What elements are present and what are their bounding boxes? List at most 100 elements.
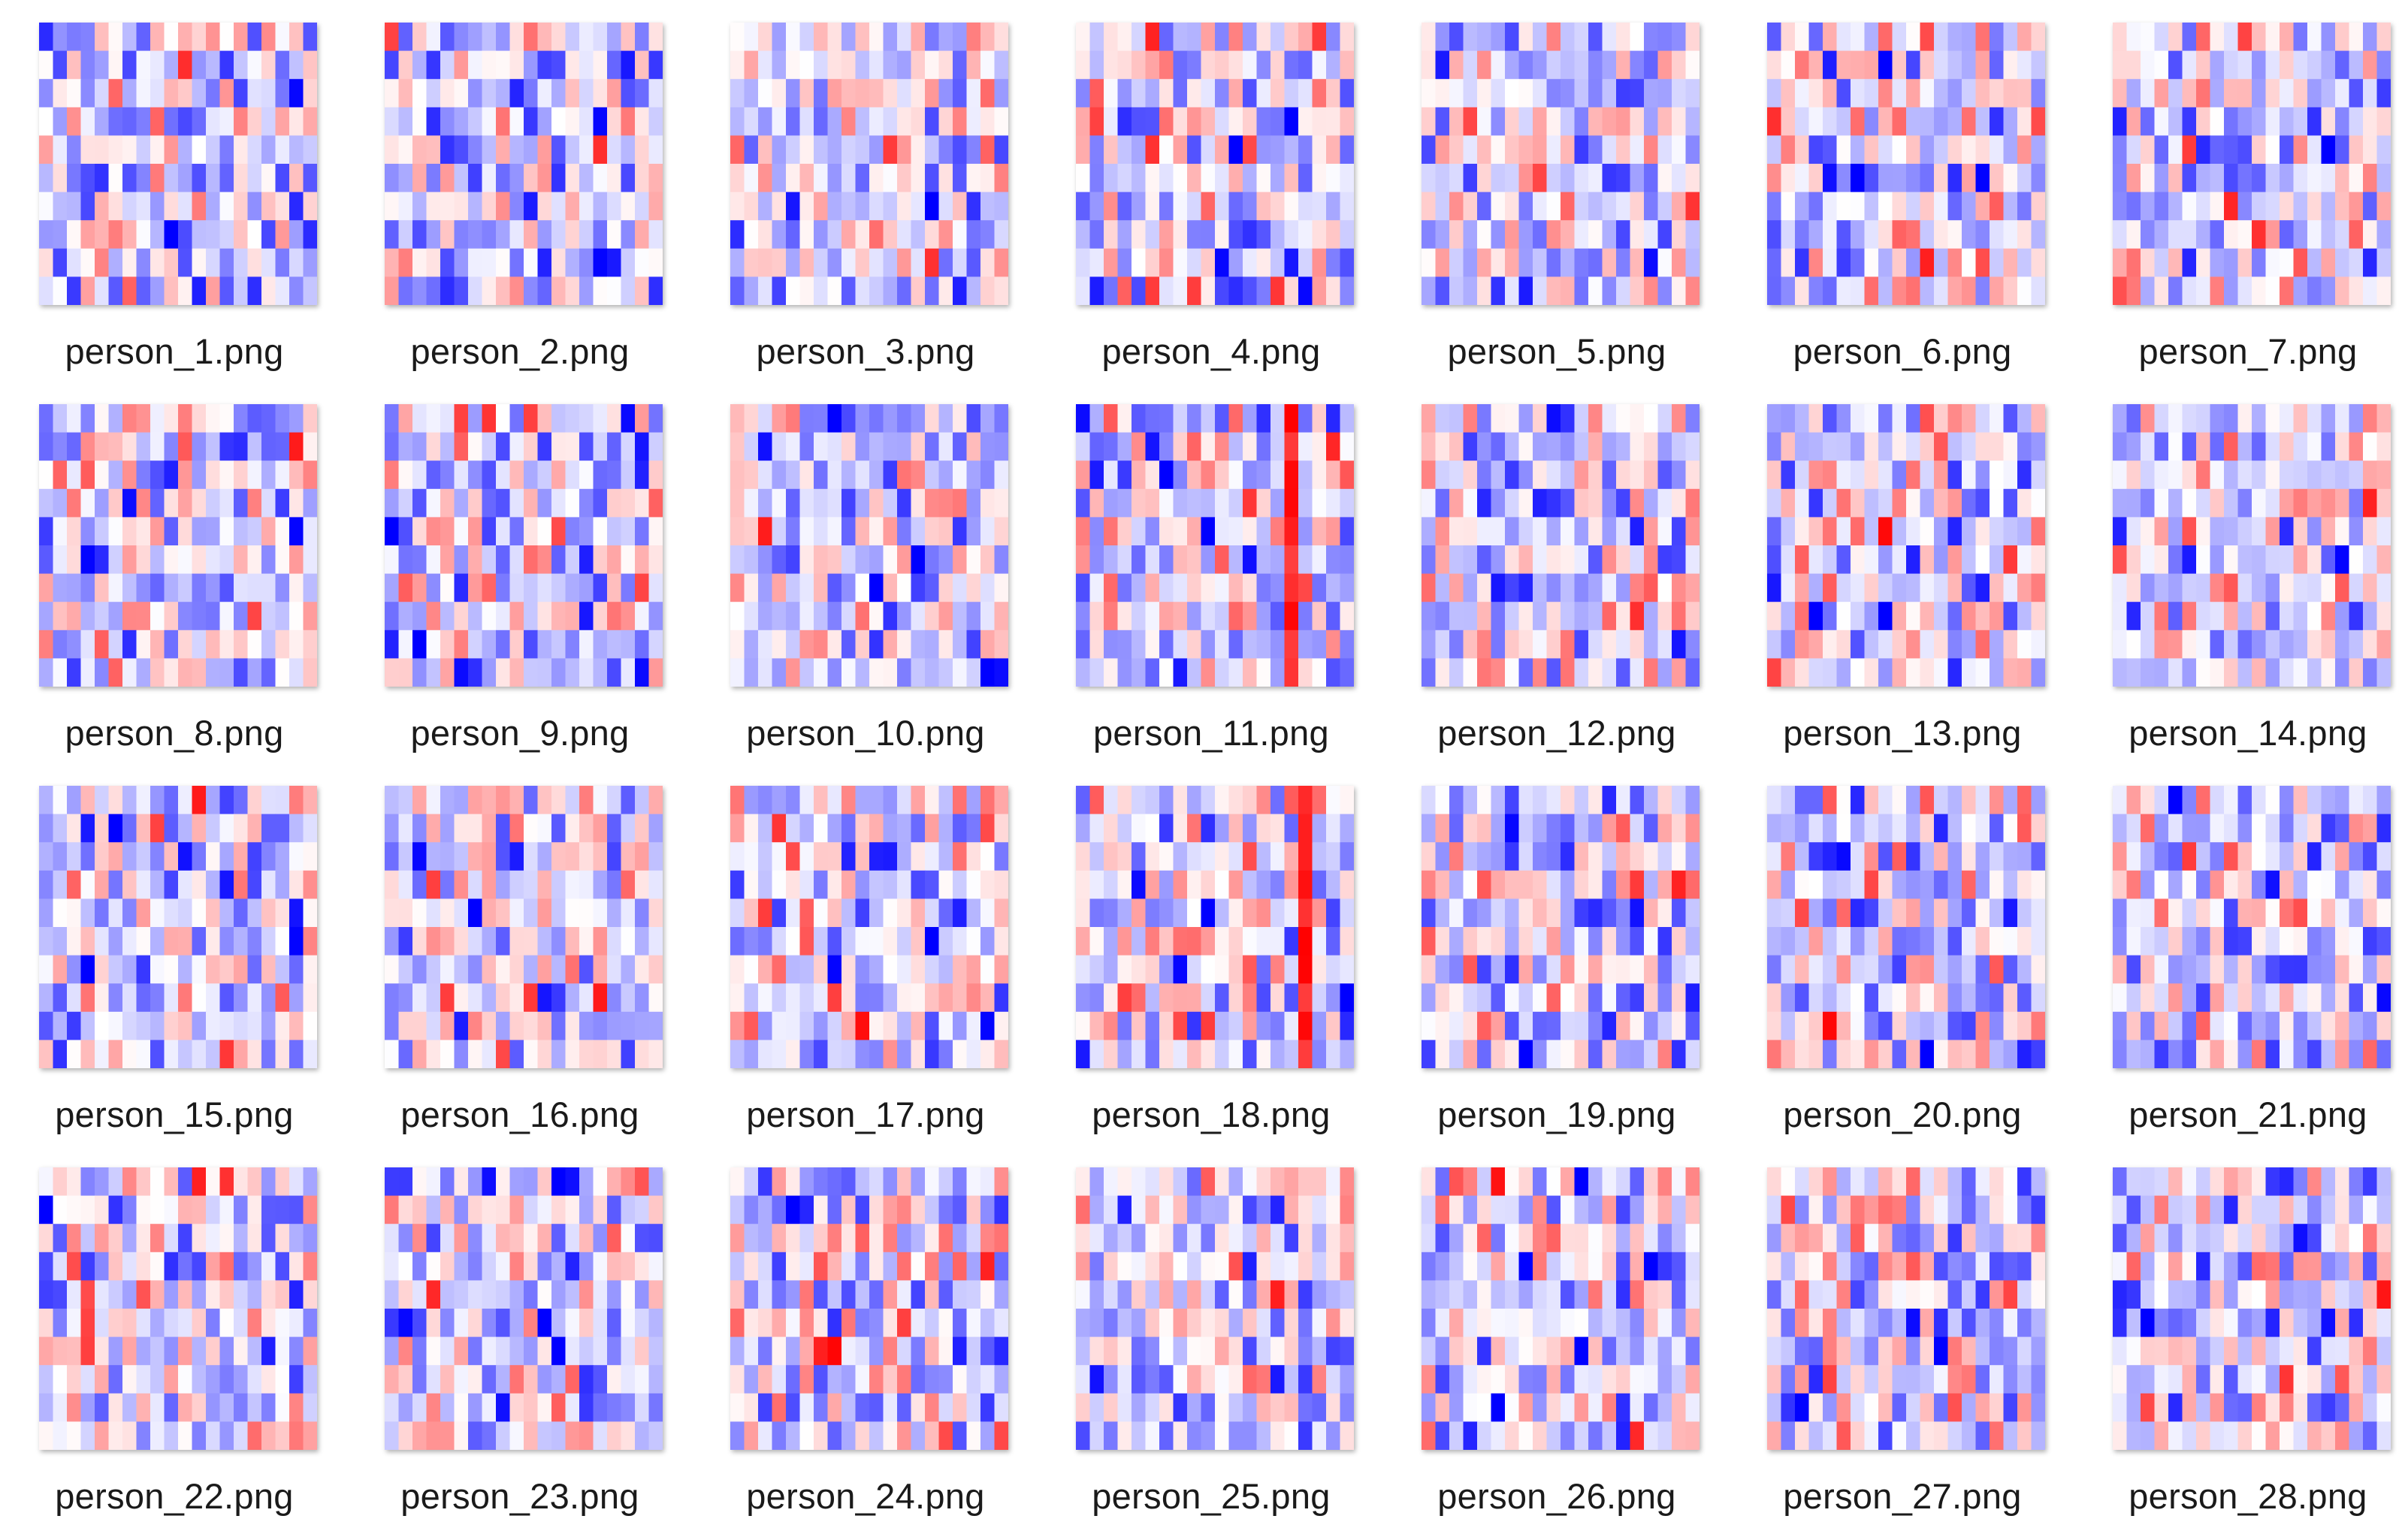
file-item[interactable]: person_15.png — [9, 786, 340, 1146]
file-name[interactable]: person_18.png — [1092, 1095, 1331, 1134]
heatmap-cell — [303, 658, 317, 687]
image-thumbnail-icon[interactable] — [730, 23, 1008, 305]
image-thumbnail-icon[interactable] — [385, 1167, 663, 1450]
file-name[interactable]: person_5.png — [1447, 331, 1666, 371]
heatmap-cell — [938, 786, 953, 815]
file-name[interactable]: person_7.png — [2138, 331, 2358, 371]
image-thumbnail-icon[interactable] — [39, 786, 317, 1068]
image-thumbnail-icon[interactable] — [1767, 404, 2045, 687]
file-item[interactable]: person_1.png — [9, 23, 340, 383]
file-item[interactable]: person_20.png — [1737, 786, 2068, 1146]
file-name[interactable]: person_1.png — [65, 331, 284, 371]
file-item[interactable]: person_11.png — [1046, 404, 1376, 765]
image-thumbnail-icon[interactable] — [385, 404, 663, 687]
image-thumbnail-icon[interactable] — [2113, 404, 2391, 687]
file-item[interactable]: person_22.png — [9, 1167, 340, 1528]
heatmap-cell — [786, 1011, 801, 1040]
file-item[interactable]: person_24.png — [700, 1167, 1031, 1528]
file-name[interactable]: person_6.png — [1793, 331, 2012, 371]
file-item[interactable]: person_9.png — [355, 404, 685, 765]
file-name[interactable]: person_24.png — [746, 1476, 985, 1516]
file-item[interactable]: person_3.png — [700, 23, 1031, 383]
heatmap-cell — [744, 220, 759, 249]
image-thumbnail-icon[interactable] — [2113, 786, 2391, 1068]
file-name[interactable]: person_14.png — [2129, 713, 2367, 753]
heatmap-cell — [744, 545, 759, 575]
image-thumbnail-icon[interactable] — [1076, 404, 1354, 687]
file-item[interactable]: person_13.png — [1737, 404, 2068, 765]
file-item[interactable]: person_18.png — [1046, 786, 1376, 1146]
file-name[interactable]: person_19.png — [1437, 1095, 1676, 1134]
file-item[interactable]: person_14.png — [2083, 404, 2402, 765]
heatmap-cell — [2003, 870, 2018, 899]
image-thumbnail-icon[interactable] — [730, 404, 1008, 687]
image-thumbnail-icon[interactable] — [385, 786, 663, 1068]
file-name[interactable]: person_15.png — [55, 1095, 294, 1134]
heatmap-cell — [814, 1040, 829, 1068]
image-thumbnail-icon[interactable] — [730, 1167, 1008, 1450]
image-thumbnail-icon[interactable] — [1422, 404, 1700, 687]
heatmap-cell — [178, 870, 193, 899]
image-thumbnail-icon[interactable] — [39, 1167, 317, 1450]
file-name[interactable]: person_23.png — [400, 1476, 639, 1516]
heatmap-cell — [537, 1309, 552, 1338]
image-thumbnail-icon[interactable] — [1767, 23, 2045, 305]
image-thumbnail-icon[interactable] — [1422, 786, 1700, 1068]
heatmap-cell — [925, 432, 940, 461]
file-name[interactable]: person_9.png — [410, 713, 630, 753]
image-thumbnail-icon[interactable] — [2113, 23, 2391, 305]
file-name[interactable]: person_10.png — [746, 713, 985, 753]
heatmap-cell — [2237, 898, 2252, 928]
heatmap-cell — [454, 1195, 469, 1224]
heatmap-cell — [744, 1365, 759, 1394]
heatmap-cell — [454, 1011, 469, 1040]
file-name[interactable]: person_16.png — [400, 1095, 639, 1134]
file-item[interactable]: person_25.png — [1046, 1167, 1376, 1528]
file-name[interactable]: person_11.png — [1092, 713, 1329, 753]
heatmap-cell — [1767, 898, 1782, 928]
file-item[interactable]: person_5.png — [1391, 23, 1722, 383]
heatmap-cell — [2349, 164, 2364, 193]
heatmap-cell — [247, 1421, 262, 1450]
file-item[interactable]: person_6.png — [1737, 23, 2068, 383]
heatmap-cell — [1616, 786, 1631, 815]
file-name[interactable]: person_2.png — [410, 331, 630, 371]
heatmap-cell — [593, 573, 608, 602]
image-thumbnail-icon[interactable] — [1076, 23, 1354, 305]
heatmap-cell — [178, 135, 193, 165]
file-item[interactable]: person_17.png — [700, 786, 1031, 1146]
image-thumbnail-icon[interactable] — [1076, 786, 1354, 1068]
file-item[interactable]: person_8.png — [9, 404, 340, 765]
heatmap-cell — [2363, 786, 2378, 815]
file-name[interactable]: person_8.png — [65, 713, 284, 753]
heatmap-cell — [551, 164, 567, 193]
file-name[interactable]: person_17.png — [746, 1095, 985, 1134]
heatmap-cell — [799, 927, 814, 956]
file-name[interactable]: person_13.png — [1783, 713, 2022, 753]
file-name[interactable]: person_4.png — [1101, 331, 1321, 371]
file-item[interactable]: person_21.png — [2083, 786, 2402, 1146]
file-name[interactable]: person_20.png — [1783, 1095, 2022, 1134]
file-name[interactable]: person_21.png — [2129, 1095, 2367, 1134]
file-name[interactable]: person_12.png — [1437, 713, 1676, 753]
file-item[interactable]: person_23.png — [355, 1167, 685, 1528]
image-thumbnail-icon[interactable] — [385, 23, 663, 305]
heatmap-cell — [1962, 107, 1977, 136]
heatmap-cell — [593, 927, 608, 956]
file-item[interactable]: person_2.png — [355, 23, 685, 383]
image-thumbnail-icon[interactable] — [1767, 786, 2045, 1068]
image-thumbnail-icon[interactable] — [39, 404, 317, 687]
file-item[interactable]: person_7.png — [2083, 23, 2402, 383]
heatmap-cell — [1795, 1040, 1810, 1068]
image-thumbnail-icon[interactable] — [730, 786, 1008, 1068]
image-thumbnail-icon[interactable] — [39, 23, 317, 305]
file-name[interactable]: person_3.png — [756, 331, 975, 371]
image-thumbnail-icon[interactable] — [1422, 23, 1700, 305]
file-item[interactable]: person_16.png — [355, 786, 685, 1146]
file-item[interactable]: person_4.png — [1046, 23, 1376, 383]
file-name[interactable]: person_22.png — [55, 1476, 294, 1516]
file-item[interactable]: person_10.png — [700, 404, 1031, 765]
file-item[interactable]: person_12.png — [1391, 404, 1722, 765]
image-thumbnail-icon[interactable] — [1076, 1167, 1354, 1450]
file-item[interactable]: person_19.png — [1391, 786, 1722, 1146]
